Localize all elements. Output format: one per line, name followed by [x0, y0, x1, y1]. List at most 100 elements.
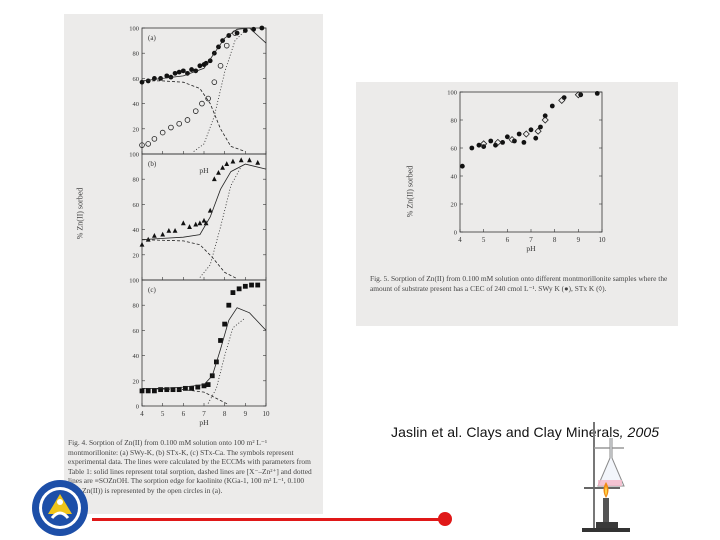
data-point	[230, 158, 236, 164]
data-point	[534, 127, 542, 135]
data-point	[541, 116, 549, 124]
y-tick-label: 20	[133, 126, 140, 133]
accent-red-dot	[438, 512, 452, 526]
data-point	[542, 113, 548, 119]
plot-frame	[141, 27, 267, 155]
data-point	[197, 220, 203, 226]
data-point	[222, 321, 228, 327]
data-point	[249, 282, 254, 288]
y-tick-label: 60	[133, 76, 140, 83]
panel-label: (b)	[148, 160, 157, 168]
y-tick-label: 80	[133, 51, 140, 58]
data-point	[476, 142, 482, 148]
x-tick-label: 8	[223, 410, 227, 418]
data-point	[176, 120, 182, 127]
data-point	[522, 130, 530, 138]
model-surface-line	[193, 30, 246, 152]
citation: Jaslin et al. Clays and Clay Minerals, 2…	[391, 424, 659, 440]
data-point	[238, 157, 244, 163]
data-point	[251, 26, 256, 32]
y-tick-label: 0	[136, 404, 139, 411]
data-point	[160, 231, 166, 237]
data-point	[528, 127, 534, 133]
data-point	[512, 138, 517, 144]
data-point	[558, 96, 566, 104]
accent-red-line	[92, 518, 445, 521]
model-total-line	[141, 163, 267, 241]
model-total-line	[142, 307, 267, 389]
y-tick-label: 40	[133, 227, 140, 234]
data-point	[508, 136, 516, 144]
plot-frame	[459, 91, 603, 233]
data-point	[152, 233, 157, 238]
y-tick-label: 80	[133, 303, 140, 310]
data-point	[230, 290, 236, 295]
data-point	[139, 241, 145, 247]
model-exchange-line	[142, 80, 246, 152]
x-tick-label: 6	[182, 410, 186, 418]
data-point	[488, 138, 494, 144]
panel-label: (c)	[148, 286, 156, 294]
data-point	[139, 388, 145, 394]
data-point	[139, 142, 145, 148]
data-point	[218, 338, 223, 343]
citation-authors: Jaslin et al.	[391, 424, 467, 440]
data-point	[207, 207, 213, 213]
data-point	[145, 141, 151, 147]
data-point	[594, 91, 600, 96]
data-point	[180, 68, 186, 74]
data-point	[158, 387, 163, 393]
y-tick-label: 100	[129, 152, 139, 159]
data-point	[469, 145, 475, 151]
data-point	[184, 117, 191, 123]
data-point	[207, 58, 213, 64]
data-point	[217, 62, 224, 69]
data-point	[578, 92, 584, 98]
model-surface-line	[207, 317, 246, 404]
data-point	[193, 221, 199, 227]
y-tick-label: 100	[129, 278, 139, 285]
y-tick-label: 40	[451, 174, 458, 181]
figure-5-caption: Fig. 5. Sorption of Zn(II) from 0.100 mM…	[370, 274, 668, 293]
data-point	[220, 164, 225, 170]
data-point	[259, 25, 265, 31]
x-tick-label: 7	[529, 236, 533, 244]
data-point	[203, 220, 209, 226]
data-point	[159, 129, 166, 136]
data-point	[199, 100, 205, 107]
x-tick-label: 9	[244, 410, 248, 418]
data-point	[201, 383, 207, 389]
model-exchange-line	[141, 239, 238, 280]
y-tick-label: 100	[447, 90, 457, 97]
data-point	[211, 176, 217, 182]
figure-5-ylabel: % Zn(II) sorbed	[405, 165, 415, 218]
y-tick-label: 20	[451, 202, 458, 209]
data-point	[151, 136, 158, 142]
data-point	[242, 28, 248, 33]
x-tick-label: 9	[577, 236, 581, 244]
data-point	[533, 135, 539, 141]
university-logo	[32, 480, 88, 536]
data-point	[201, 217, 207, 223]
data-point	[516, 131, 522, 137]
y-tick-label: 40	[133, 353, 140, 360]
x-tick-label: 6	[506, 236, 510, 244]
bunsen-burner-icon	[582, 422, 630, 532]
y-tick-label: 20	[133, 378, 140, 385]
data-point	[152, 388, 157, 394]
x-axis-label: pH	[199, 166, 209, 175]
figure-4-plots: 10080604020(a)pH10080604020(b)1008060402…	[129, 25, 270, 428]
data-point	[180, 220, 186, 226]
data-point	[203, 60, 209, 66]
y-tick-label: 0	[454, 230, 457, 237]
data-point	[172, 227, 178, 233]
data-point	[168, 124, 174, 131]
data-point	[145, 388, 151, 394]
x-tick-label: 8	[553, 236, 557, 244]
y-tick-label: 100	[129, 26, 139, 33]
y-tick-label: 40	[133, 101, 140, 108]
data-point	[480, 140, 488, 148]
data-point	[216, 170, 221, 175]
x-axis-label: pH	[526, 244, 536, 253]
y-tick-label: 20	[133, 252, 140, 259]
